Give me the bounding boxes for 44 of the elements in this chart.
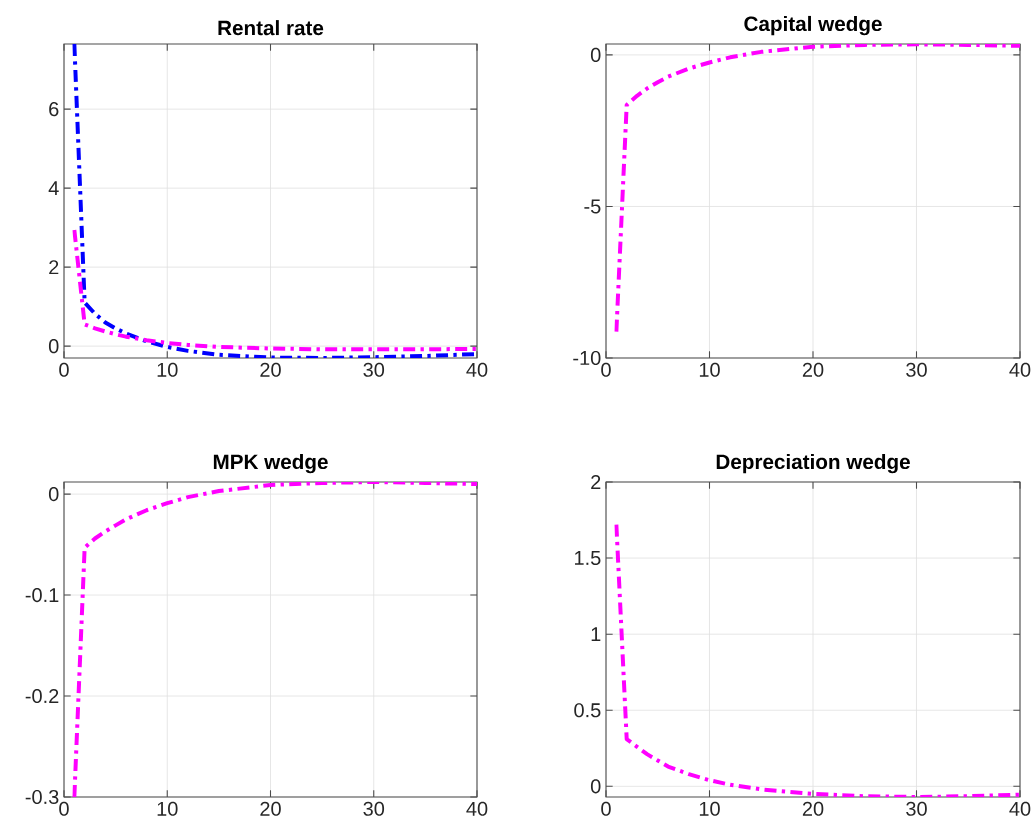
y-tick-label: -0.1 bbox=[25, 587, 59, 603]
y-tick-label: 1.5 bbox=[575, 551, 601, 566]
x-tick-label: 30 bbox=[363, 801, 385, 816]
y-tick-label: 0 bbox=[48, 487, 59, 502]
y-tick-label: 4 bbox=[48, 181, 59, 196]
x-tick-label: 40 bbox=[1009, 801, 1031, 816]
x-tick-label: 40 bbox=[466, 362, 488, 377]
y-tick-label: 2 bbox=[591, 475, 601, 489]
y-tick-label: 0.5 bbox=[574, 703, 601, 718]
x-tick-label: 20 bbox=[802, 801, 824, 816]
x-tick-label: 0 bbox=[601, 362, 611, 377]
y-tick-label: -0.2 bbox=[25, 688, 59, 704]
y-tick-label: 1 bbox=[591, 627, 601, 642]
y-tick-label: 2 bbox=[49, 260, 59, 275]
y-tick-label: 0 bbox=[48, 339, 59, 354]
y-tick-label: -5 bbox=[584, 199, 601, 214]
x-tick-label: 30 bbox=[906, 801, 927, 816]
line-series bbox=[72, 481, 477, 797]
y-tick-label: 0 bbox=[590, 47, 601, 62]
line-series bbox=[72, 43, 477, 358]
x-tick-label: 0 bbox=[601, 801, 611, 816]
x-tick-label: 0 bbox=[59, 801, 69, 816]
x-tick-label: 10 bbox=[699, 362, 720, 377]
chart-title: Rental rate bbox=[218, 20, 324, 36]
chart-title: Capital wedge bbox=[744, 15, 882, 36]
y-tick-label: -0.3 bbox=[25, 789, 59, 805]
y-tick-label: 6 bbox=[49, 102, 59, 117]
x-tick-label: 10 bbox=[157, 801, 178, 816]
line-series bbox=[614, 522, 1020, 797]
x-tick-label: 0 bbox=[59, 362, 69, 377]
chart-title: Depreciation wedge bbox=[716, 453, 910, 474]
y-tick-label: -10 bbox=[573, 350, 601, 366]
x-tick-label: 40 bbox=[466, 801, 488, 816]
x-tick-label: 30 bbox=[363, 362, 385, 377]
y-tick-label: 0 bbox=[590, 779, 601, 794]
x-tick-label: 20 bbox=[802, 362, 824, 377]
chart-title: MPK wedge bbox=[213, 453, 328, 474]
x-tick-label: 20 bbox=[260, 801, 281, 816]
line-series bbox=[614, 43, 1020, 334]
x-tick-label: 30 bbox=[906, 362, 927, 377]
x-tick-label: 10 bbox=[157, 362, 178, 377]
x-tick-label: 20 bbox=[260, 362, 281, 377]
x-tick-label: 40 bbox=[1009, 362, 1031, 377]
x-tick-label: 10 bbox=[699, 801, 720, 816]
